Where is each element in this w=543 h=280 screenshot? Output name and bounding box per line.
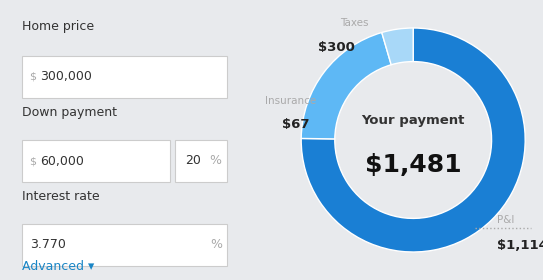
Text: Insurance: Insurance xyxy=(265,96,316,106)
Text: $: $ xyxy=(29,72,36,82)
Wedge shape xyxy=(301,32,391,139)
Wedge shape xyxy=(382,28,413,65)
Text: %: % xyxy=(210,239,222,251)
Text: 3.770: 3.770 xyxy=(30,239,66,251)
Wedge shape xyxy=(301,28,525,252)
Text: $: $ xyxy=(29,156,36,166)
FancyBboxPatch shape xyxy=(22,140,170,182)
Text: Down payment: Down payment xyxy=(22,106,117,119)
Text: Your payment: Your payment xyxy=(362,114,465,127)
Text: %: % xyxy=(209,155,221,167)
FancyBboxPatch shape xyxy=(22,224,228,266)
Text: $1,481: $1,481 xyxy=(365,153,462,177)
FancyBboxPatch shape xyxy=(175,140,228,182)
Text: $300: $300 xyxy=(318,41,355,53)
Text: $1,114: $1,114 xyxy=(497,239,543,252)
Text: P&I: P&I xyxy=(497,215,515,225)
Text: Interest rate: Interest rate xyxy=(22,190,100,203)
Text: $67: $67 xyxy=(282,118,309,131)
Text: 300,000: 300,000 xyxy=(40,71,92,83)
Text: 60,000: 60,000 xyxy=(40,155,84,167)
Text: Taxes: Taxes xyxy=(340,18,369,28)
Text: Home price: Home price xyxy=(22,20,94,32)
FancyBboxPatch shape xyxy=(22,56,228,98)
Text: Advanced ▾: Advanced ▾ xyxy=(22,260,94,273)
Text: 20: 20 xyxy=(185,155,201,167)
